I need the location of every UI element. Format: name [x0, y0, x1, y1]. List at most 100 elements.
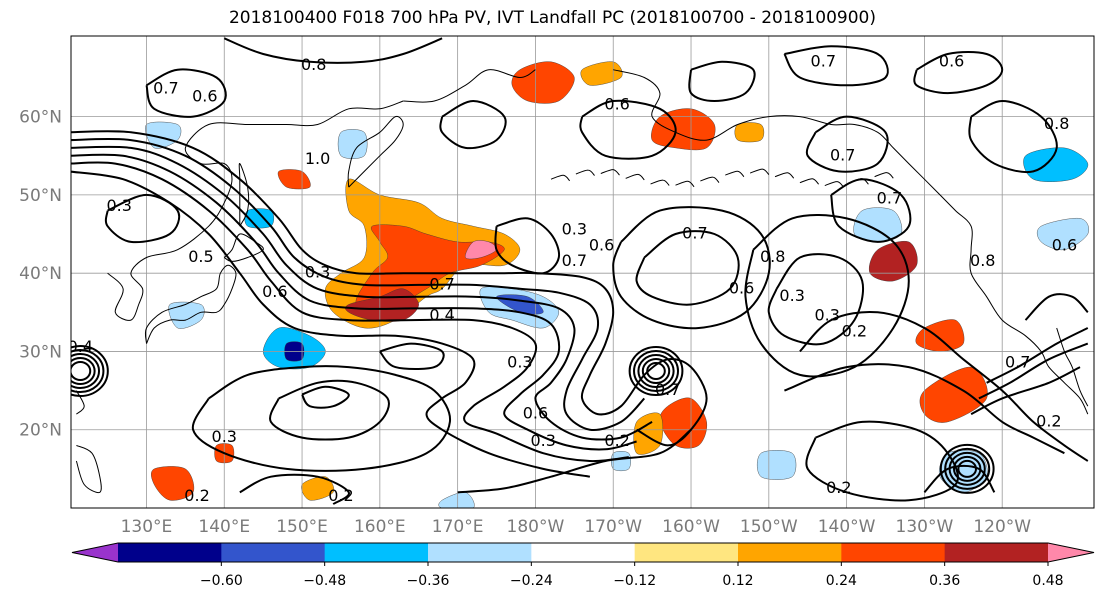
low-center-ring: [939, 443, 995, 494]
aleutian-island: [700, 176, 720, 183]
colorbar-segment: [944, 543, 1049, 562]
ivt-contour-line: [970, 366, 1081, 415]
colorbar-tick-label: −0.24: [510, 573, 553, 589]
contour-label: 0.3: [530, 431, 555, 450]
contour-label: 0.7: [1005, 353, 1030, 372]
ivt-contour-line: [239, 473, 350, 505]
longitude-tick-label: 180°W: [507, 517, 565, 537]
colorbar: −0.60 −0.48 −0.36 −0.24 −0.12 0.12 0.24 0.36 0.4…: [71, 542, 1095, 589]
ivt-contour-line: [457, 428, 692, 494]
low-center-ring: [646, 362, 666, 381]
pv-anomaly-patch: [511, 61, 575, 104]
colorbar-segment: [428, 543, 532, 562]
colorbar-segment: [221, 543, 326, 562]
contour-label: 0.7: [811, 51, 836, 70]
aleutian-island: [675, 180, 695, 188]
contour-label: 0.4: [68, 337, 93, 356]
ivt-contour-line: [923, 464, 996, 494]
aleutian-island: [600, 169, 620, 176]
ivt-contour-line: [379, 342, 445, 371]
colorbar-segment: [841, 543, 946, 562]
latitude-tick-label: 30°N: [19, 342, 62, 362]
aleutian-island: [824, 181, 844, 188]
colorbar-segment: [531, 543, 636, 562]
longitude-axis: 130°E 140°E 150°E 160°E 170°E 180°W 170°W 160°W…: [121, 517, 1032, 537]
longitude-tick-label: 150°E: [276, 517, 328, 537]
coastlines: [75, 69, 1089, 494]
ivt-contour-line: [223, 37, 443, 64]
pv-anomaly-patch: [1037, 218, 1089, 251]
contour-label: 1.0: [305, 149, 330, 168]
aleutian-island: [650, 179, 670, 186]
contour-label: 0.2: [1036, 411, 1061, 430]
ivt-contour-line: [744, 213, 910, 378]
aleutian-island: [550, 174, 571, 182]
colorbar-segment: [634, 543, 739, 562]
pv-anomaly-patch: [756, 450, 797, 480]
latitude-tick-label: 50°N: [19, 186, 62, 206]
ivt-contour-line: [494, 217, 561, 275]
colorbar-tick-label: −0.48: [303, 573, 346, 589]
latitude-tick-label: 60°N: [19, 108, 62, 128]
ivt-contour-line: [104, 193, 181, 244]
coastline: [238, 163, 250, 227]
colorbar-segment: [738, 543, 842, 562]
low-center-ring: [71, 357, 96, 386]
contour-label: 0.6: [729, 278, 754, 297]
colorbar-segment: [118, 543, 222, 562]
contour-label: 0.6: [604, 94, 629, 113]
pv-anomaly-patch: [633, 412, 664, 455]
contour-label: 0.6: [262, 282, 287, 301]
longitude-tick-label: 140°W: [818, 517, 876, 537]
contour-label: 0.3: [507, 353, 532, 372]
ivt-contour-line: [579, 99, 677, 160]
colorbar-tick-label: 0.48: [1032, 573, 1063, 589]
low-center-ring: [944, 447, 991, 490]
contour-label: 0.5: [188, 247, 213, 266]
pv-anomaly-patch: [337, 129, 368, 159]
chart-title: 2018100400 F018 700 hPa PV, IVT Landfall…: [228, 8, 876, 28]
ivt-contour-line: [439, 99, 507, 150]
pv-anomaly-patch: [868, 241, 918, 282]
low-center-ring: [71, 361, 92, 382]
ivt-contour-line: [71, 130, 708, 447]
contour-label: 0.8: [970, 251, 995, 270]
contour-label: 0.3: [779, 286, 804, 305]
colorbar-tick-label: 0.12: [722, 573, 753, 589]
ivt-contour-line: [986, 327, 1089, 384]
ivt-contour-line: [805, 115, 889, 173]
coastline: [1056, 327, 1089, 407]
colorbar-segment: [324, 543, 429, 562]
ivt-contour-line: [1024, 293, 1089, 321]
latitude-tick-label: 40°N: [19, 264, 62, 284]
aleutian-island: [725, 170, 745, 178]
coastline: [403, 69, 536, 103]
ivt-contour-line: [913, 51, 1004, 95]
ivt-contour-line: [71, 170, 591, 478]
contour-label: 0.2: [604, 431, 629, 450]
latitude-axis: 20°N 30°N 40°N 50°N 60°N: [19, 108, 62, 441]
contour-label: 0.7: [682, 224, 707, 243]
contour-label: 0.7: [877, 188, 902, 207]
pv-anomaly-patch: [915, 319, 965, 352]
map-frame: [70, 35, 1095, 509]
contour-label: 0.6: [1052, 235, 1077, 254]
contour-label: 0.3: [814, 306, 839, 325]
ivt-contour-line: [688, 60, 756, 103]
colorbar-tick-label: 0.36: [929, 573, 960, 589]
colorbar-extend-min: [72, 543, 118, 562]
contour-labels: 0.80.7 0.61.00.30.50.30.6 0.70.40.40.60.60…: [68, 51, 1077, 505]
ivt-contour-line: [71, 153, 637, 451]
ivt-contour-line: [269, 379, 390, 441]
contour-label: 0.7: [830, 145, 855, 164]
pv-shading-layer: [145, 61, 1089, 508]
contour-label: 0.7: [153, 79, 178, 98]
low-center-ring: [957, 459, 977, 478]
longitude-tick-label: 160°W: [662, 517, 720, 537]
ivt-contour-line: [784, 363, 1065, 455]
contour-label: 0.2: [328, 486, 353, 505]
low-center-ring: [952, 455, 982, 482]
pv-anomaly-patch: [580, 61, 623, 86]
pv-anomaly-patch: [1023, 147, 1089, 182]
contour-label: 0.7: [562, 251, 587, 270]
